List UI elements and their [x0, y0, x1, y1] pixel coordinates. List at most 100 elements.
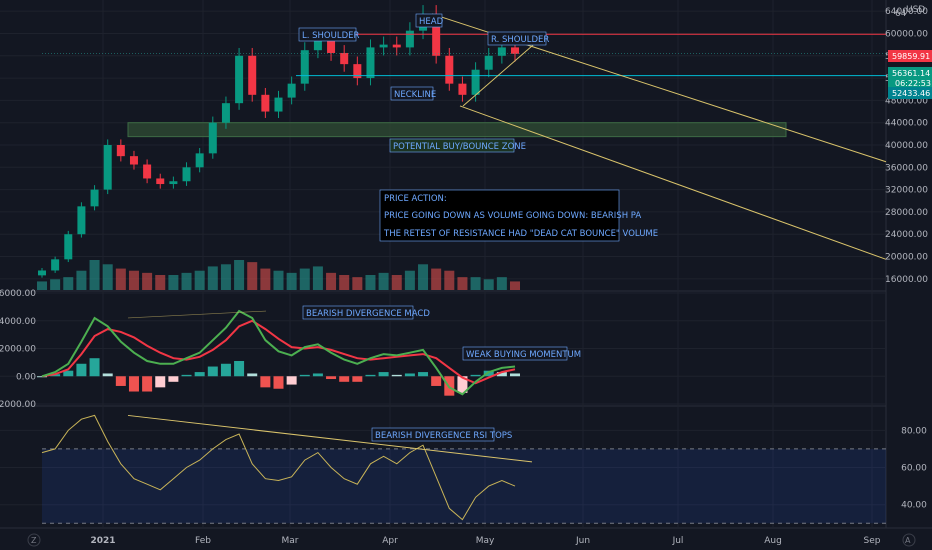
volume-bar [352, 277, 363, 290]
volume-bar [194, 270, 205, 290]
neckline-price-label: 52433.46 [888, 87, 932, 99]
volume-bar [220, 264, 231, 290]
price-tick-label: 64000.00 [885, 7, 928, 17]
macd-histogram-bar [247, 373, 258, 377]
resistance-price-label: 59859.91 [888, 50, 932, 62]
candle-body [51, 259, 60, 271]
candle-body [340, 52, 349, 65]
price-tick-label: 28000.00 [885, 208, 928, 218]
macd-tick-label: 4000.00 [0, 317, 36, 327]
candle-body [366, 47, 375, 79]
svg-text:HEAD: HEAD [419, 17, 444, 27]
macd-histogram-bar [194, 372, 205, 377]
head-annotation[interactable]: HEAD [415, 13, 444, 28]
price-tick-label: 40000.00 [885, 141, 928, 151]
candle-body [129, 156, 138, 165]
macd-divergence-annotation[interactable]: BEARISH DIVERGENCE MACD [302, 305, 430, 320]
volume-bar [365, 275, 376, 290]
macd-line [41, 309, 516, 396]
volume-bar [234, 260, 245, 290]
price-action-note[interactable]: PRICE ACTION: PRICE GOING DOWN AS VOLUME… [379, 189, 658, 242]
candle-body [300, 50, 309, 84]
volume-bar [63, 277, 74, 290]
volume-bar [50, 279, 61, 290]
volume-bar [286, 272, 297, 290]
candle-body [208, 122, 217, 154]
svg-text:PRICE GOING DOWN AS VOLUME GOI: PRICE GOING DOWN AS VOLUME GOING DOWN: B… [384, 211, 641, 221]
candle-body [379, 44, 388, 48]
weak-momentum-annotation[interactable]: WEAK BUYING MOMENTUM [462, 346, 581, 361]
svg-text:THE RETEST OF RESISTANCE HAD ": THE RETEST OF RESISTANCE HAD "DEAD CAT B… [383, 229, 658, 239]
candle-body [445, 55, 454, 84]
svg-text:WEAK BUYING MOMENTUM: WEAK BUYING MOMENTUM [466, 350, 581, 360]
macd-histogram-bar [260, 376, 271, 388]
macd-histogram-bar [470, 374, 481, 377]
candle-body [327, 39, 336, 53]
price-tick-label: 36000.00 [885, 163, 928, 173]
volume-bar [168, 275, 179, 290]
macd-axis: 6000.00 4000.00 2000.00 0.00 -2000.00 [0, 289, 36, 410]
volume-bar [404, 270, 415, 290]
volume-bar [483, 279, 494, 290]
volume-bar [115, 268, 126, 290]
svg-text:59859.91: 59859.91 [892, 52, 930, 61]
volume-bar [260, 268, 271, 290]
time-tick-label: 2021 [90, 536, 115, 546]
candle-body [484, 55, 493, 70]
candle-body [221, 103, 230, 123]
rsi-line [41, 414, 516, 521]
svg-text:Z: Z [31, 536, 37, 545]
buy-zone-annotation[interactable]: POTENTIAL BUY/BOUNCE ZONE [389, 138, 526, 153]
volume-bar [273, 270, 284, 290]
timezone-z-icon[interactable]: Z [27, 533, 41, 547]
price-tick-label: 20000.00 [885, 253, 928, 263]
macd-histogram-bar [142, 376, 153, 392]
macd-histogram-bar [378, 372, 389, 377]
candle-body [471, 69, 480, 95]
candle-body [156, 178, 165, 185]
macd-histogram-bar [63, 370, 74, 377]
volume-bar [299, 268, 310, 290]
rsi-axis: 80.00 60.00 40.00 [901, 426, 927, 510]
svg-text:A: A [905, 536, 911, 545]
time-tick-label: Sep [864, 536, 881, 546]
rsi-divergence-annotation[interactable]: BEARISH DIVERGENCE RSI TOPS [371, 427, 512, 442]
macd-histogram-bar [457, 376, 468, 393]
time-axis[interactable]: 2021 Feb Mar Apr May Jun Jul Aug Sep [90, 536, 880, 546]
candle-body [248, 55, 257, 95]
volume-bar [312, 266, 323, 290]
neckline-annotation[interactable]: NECKLINE [390, 86, 436, 101]
candle-body [38, 270, 46, 276]
macd-histogram-bar [286, 376, 297, 385]
volume-bar [391, 275, 402, 290]
macd-histogram-bar [128, 376, 139, 392]
buy-zone-rect [127, 122, 787, 138]
macd-histogram-bar [496, 372, 507, 377]
macd-histogram-bar [220, 363, 231, 377]
auto-scale-icon[interactable]: A [902, 533, 916, 547]
volume-bar [418, 264, 429, 290]
candle-body [64, 234, 73, 260]
macd-histogram-bar [418, 372, 429, 377]
macd-histogram-bar [483, 370, 494, 377]
candle-body [143, 164, 152, 179]
svg-text:R. SHOULDER: R. SHOULDER [491, 35, 549, 45]
volume-bar [128, 270, 139, 290]
macd-histogram-bar [115, 376, 126, 386]
left-shoulder-annotation[interactable]: L. SHOULDER [298, 27, 359, 42]
right-shoulder-annotation[interactable]: R. SHOULDER [487, 31, 549, 46]
macd-histogram-bar [37, 376, 47, 378]
volume-bar [444, 270, 455, 290]
time-tick-label: Mar [282, 536, 299, 546]
currency-label: USD [906, 5, 925, 15]
rsi-indicator [41, 414, 886, 524]
price-levels [42, 33, 886, 77]
candle-body [353, 64, 362, 79]
price-tick-label: 24000.00 [885, 230, 928, 240]
svg-text:PRICE ACTION:: PRICE ACTION: [384, 194, 447, 204]
price-axis[interactable]: USD 64 64000.0060000.0056000.0052000.004… [885, 5, 928, 285]
macd-tick-label: -2000.00 [0, 400, 36, 410]
macd-histogram-bar [76, 363, 87, 377]
price-tick-label: 32000.00 [885, 186, 928, 196]
